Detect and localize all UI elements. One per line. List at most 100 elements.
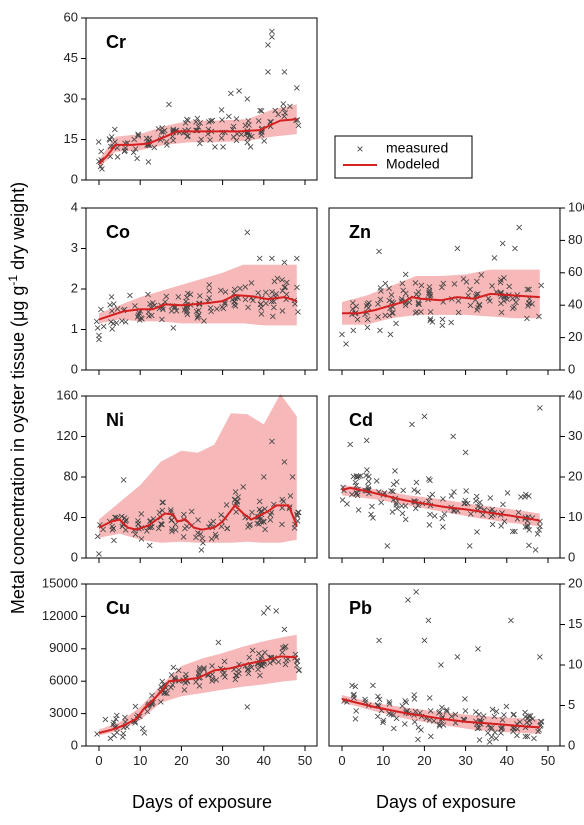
panel-cu-point: × — [204, 670, 212, 681]
panel-pb-point: × — [529, 714, 537, 725]
panel-zn-point: × — [497, 308, 505, 319]
panel-pb-point: × — [351, 714, 359, 725]
panel-zn-point: × — [363, 301, 371, 312]
panel-cu-point: × — [140, 728, 148, 739]
panel-cu-point: × — [246, 659, 254, 670]
panel-pb-point: × — [537, 720, 545, 731]
panel-pb-point: × — [451, 709, 459, 720]
panel-cr-point: × — [206, 135, 214, 146]
panel-zn-point: × — [401, 298, 409, 309]
panel-pb-point: × — [460, 715, 468, 726]
panel-co-point: × — [162, 291, 170, 302]
panel-pb-point: × — [401, 719, 409, 730]
panel-zn-point: × — [497, 287, 505, 298]
panel-cr-point: × — [193, 114, 201, 125]
panel-cd-point: × — [357, 471, 365, 482]
panel-pb-point: × — [374, 700, 382, 711]
panel-ni-point: × — [171, 520, 179, 531]
panel-ni-point: × — [233, 497, 241, 508]
x-tick-label: 30 — [458, 753, 472, 768]
panel-pb-point: × — [498, 715, 506, 726]
panel-cu-point: × — [291, 650, 299, 661]
panel-ni-point: × — [211, 530, 219, 541]
panel-ni-point: × — [168, 526, 176, 537]
panel-cd-point: × — [450, 506, 458, 517]
panel-pb-point: × — [497, 724, 505, 735]
panel-co-point: × — [126, 291, 134, 302]
panel-ni-point: × — [205, 522, 213, 533]
panel-co-point: × — [221, 287, 229, 298]
panel-zn-point: × — [525, 285, 533, 296]
panel-ni-point: × — [196, 529, 204, 540]
panel-cd-point: × — [499, 500, 507, 511]
panel-pb-point: × — [536, 721, 544, 732]
panel-cr-point: × — [227, 89, 235, 100]
panel-ni-point: × — [212, 532, 220, 543]
panel-cu-point: × — [169, 663, 177, 674]
panel-cr-point: × — [183, 131, 191, 142]
panel-ni-point: × — [279, 496, 287, 507]
panel-cr-point: × — [271, 106, 279, 117]
panel-cd-point: × — [513, 514, 521, 525]
panel-ni-point: × — [168, 510, 176, 521]
panel-zn-point: × — [439, 297, 447, 308]
panel-zn-point: × — [426, 292, 434, 303]
panel-zn-point: × — [454, 296, 462, 307]
panel-ni-point: × — [254, 513, 262, 524]
panel-cu: ×××××××××××××××× ××××××××××× ××××××××× ××××… — [42, 575, 318, 768]
panel-ni-point: × — [217, 510, 225, 521]
panel-pb-point: × — [535, 725, 543, 736]
panel-cu-point: × — [183, 676, 191, 687]
panel-ni-point: × — [111, 513, 119, 524]
panel-ni-point: × — [293, 516, 301, 527]
panel-ni-point: × — [110, 536, 118, 547]
panel-cu-point: × — [200, 665, 208, 676]
panel-cd: ××××××××××××××××××××× ××××× ××××××××× ×××××… — [328, 387, 582, 564]
panel-cr-point: × — [169, 124, 177, 135]
y-tick-label: 10 — [568, 509, 582, 524]
panel-co-point: × — [256, 300, 264, 311]
panel-cu-point: × — [171, 674, 179, 685]
panel-pb-point: × — [509, 723, 517, 734]
y-tick-label: 100 — [568, 199, 584, 214]
panel-ni-point: × — [223, 523, 231, 534]
panel-cu-band — [99, 634, 297, 736]
panel-pb-point: × — [402, 698, 410, 709]
panel-pb-point: × — [420, 636, 428, 647]
panel-zn-point: × — [415, 300, 423, 311]
panel-pb-point: × — [492, 707, 500, 718]
y-tick-label: 15 — [64, 131, 78, 146]
panel-ni-point: × — [257, 507, 265, 518]
panel-cr-model-line — [98, 118, 297, 165]
panel-pb-point: × — [523, 718, 531, 729]
panel-cr-point: × — [133, 154, 141, 165]
panel-cr-point: × — [183, 115, 191, 126]
panel-ni-point: × — [255, 505, 263, 516]
panel-co-point: × — [134, 312, 142, 323]
panel-cu-point: × — [220, 668, 228, 679]
panel-pb-point: × — [410, 690, 418, 701]
panel-cd-point: × — [426, 510, 434, 521]
panel-co-point: × — [174, 292, 182, 303]
panel-pb-point: × — [385, 697, 393, 708]
panel-pb-point: × — [402, 707, 410, 718]
y-tick-label: 40 — [568, 297, 582, 312]
y-tick-label: 6000 — [49, 673, 78, 688]
panel-cr-point: × — [161, 125, 169, 136]
panel-cu-point: × — [131, 702, 139, 713]
panel-cu-point: × — [254, 665, 262, 676]
panel-cd-point: × — [461, 448, 469, 459]
panel-cd-point: × — [523, 522, 531, 533]
panel-ni-point: × — [231, 495, 239, 506]
panel-zn-point: × — [425, 282, 433, 293]
panel-zn-point: × — [475, 300, 483, 311]
y-tick-label: 1 — [71, 321, 78, 336]
panel-cu-point: × — [181, 673, 189, 684]
panel-ni-point: × — [108, 522, 116, 533]
panel-cu-point: × — [232, 671, 240, 682]
panel-pb-point: × — [435, 720, 443, 731]
panel-co-point: × — [280, 282, 288, 293]
panel-ni-point: × — [233, 499, 241, 510]
panel-cr-point: × — [264, 40, 272, 51]
panel-zn-point: × — [473, 305, 481, 316]
